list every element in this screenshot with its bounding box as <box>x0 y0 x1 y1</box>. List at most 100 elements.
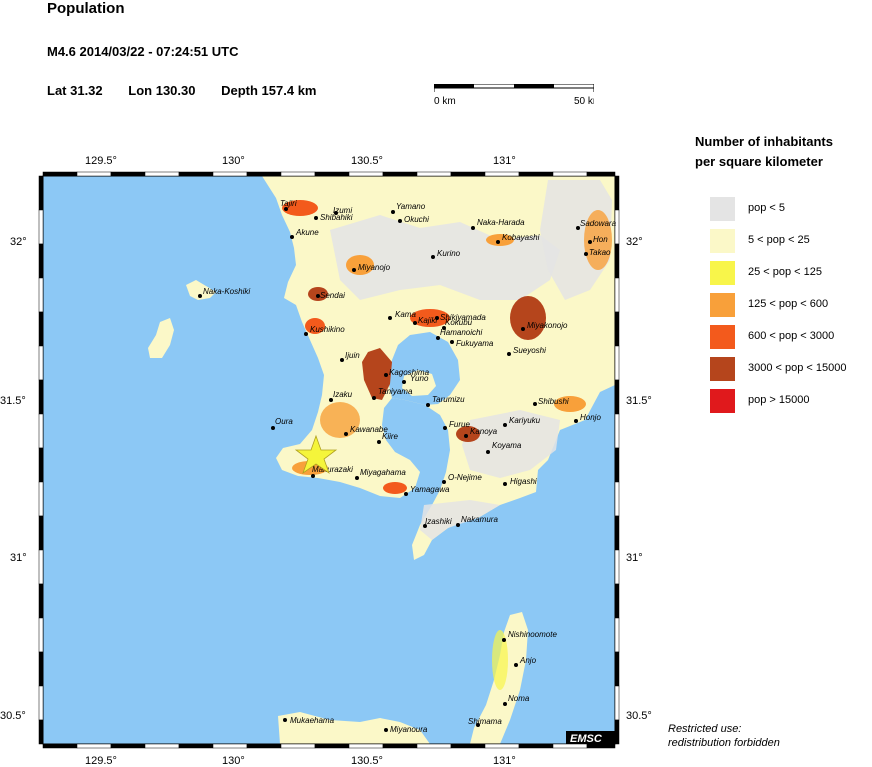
city-label: Izaku <box>333 390 353 399</box>
east-coast-density <box>584 210 612 270</box>
city-marker: Kawanabe <box>344 425 388 436</box>
frame-tick <box>76 171 112 177</box>
lon-tick-label: 130° <box>222 755 245 767</box>
city-marker: Kariyuku <box>503 416 541 427</box>
city-label: Kariyuku <box>509 416 541 425</box>
frame-tick <box>484 171 520 177</box>
longitude-text: Lon 130.30 <box>128 83 196 98</box>
frame-tick <box>614 175 620 211</box>
city-label: Yuno <box>410 374 429 383</box>
city-label: Akune <box>295 228 319 237</box>
city-marker: Honjo <box>574 413 601 423</box>
map-title: Population <box>47 0 125 17</box>
city-marker: Naka-Harada <box>471 218 525 230</box>
city-label: Sendai <box>320 291 345 300</box>
frame-tick <box>38 549 44 585</box>
city-marker: Nishinoomote <box>502 630 557 642</box>
lat-tick-label: 31° <box>626 552 643 564</box>
frame-tick <box>38 175 44 211</box>
restricted-line2: redistribution forbidden <box>668 737 780 749</box>
city-marker: Noma <box>503 694 530 706</box>
city-label: Mukaehama <box>290 716 335 725</box>
city-marker: Higashi <box>503 477 537 486</box>
city-marker: Kushikino <box>304 325 345 336</box>
city-marker: Kama <box>388 310 416 320</box>
legend-label: 25 < pop < 125 <box>748 266 823 278</box>
frame-tick <box>382 171 418 177</box>
kagoshima-city-density <box>362 348 392 400</box>
kushikino-density <box>305 318 325 334</box>
city-markers: Tajiri Izumi Shibahiki Yamano Okuchi Nak… <box>198 199 617 734</box>
city-marker: Sueyoshi <box>507 346 546 356</box>
frame-tick <box>614 345 620 381</box>
city-marker: Tarumizu <box>426 395 465 407</box>
city-marker: Izaku <box>329 390 353 402</box>
frame-tick <box>416 743 452 749</box>
ibusuki-density <box>383 482 407 494</box>
frame-tick <box>484 743 520 749</box>
city-label: Kawanabe <box>350 425 388 434</box>
frame-tick <box>38 277 44 313</box>
lat-tick-label: 30.5° <box>626 710 652 722</box>
city-label: Kurino <box>437 249 461 258</box>
frame-tick <box>382 743 418 749</box>
city-label: Kagoshima <box>389 368 430 377</box>
city-label: Taniyama <box>378 387 413 396</box>
frame-tick <box>614 719 620 745</box>
city-marker: Oura <box>271 417 293 430</box>
frame-tick <box>348 171 384 177</box>
frame-tick <box>38 583 44 619</box>
frame-tick <box>38 719 44 745</box>
map-frame-ticks <box>38 171 620 749</box>
frame-tick <box>38 209 44 245</box>
lon-tick-label: 130.5° <box>351 755 383 767</box>
scale-right-label: 50 km <box>574 96 594 107</box>
frame-tick <box>246 171 282 177</box>
legend-swatch <box>710 293 735 317</box>
city-label: Naka-Koshiki <box>203 287 250 296</box>
city-label: Shibushi <box>538 397 569 406</box>
lat-tick-label: 32° <box>626 236 643 248</box>
lat-tick-label: 32° <box>10 236 27 248</box>
city-marker: Sendai <box>316 291 345 300</box>
legend-swatch <box>710 229 735 253</box>
city-marker: Shimama <box>468 717 502 727</box>
frame-tick <box>614 651 620 687</box>
frame-tick <box>38 413 44 449</box>
city-marker: Kagoshima <box>384 368 430 377</box>
frame-tick <box>518 743 554 749</box>
kobayashi-density <box>486 234 514 246</box>
city-marker: Koyama <box>486 441 522 454</box>
city-marker: Miyanojo <box>352 263 391 272</box>
lon-tick-label: 129.5° <box>85 155 117 167</box>
kokubu-density <box>410 309 450 327</box>
legend-label: 125 < pop < 600 <box>748 298 829 310</box>
frame-tick <box>450 171 486 177</box>
emsc-credit: EMSC <box>570 733 603 745</box>
yakushima-island <box>278 712 430 744</box>
land-areas <box>148 176 615 744</box>
restricted-line1: Restricted use: <box>668 723 742 735</box>
depth-text: Depth 157.4 km <box>221 83 317 98</box>
legend-label: pop > 15000 <box>748 394 810 406</box>
frame-tick <box>110 743 146 749</box>
frame-tick <box>614 379 620 415</box>
city-label: Naka-Harada <box>477 218 525 227</box>
frame-tick <box>246 743 282 749</box>
city-label: Miyagahama <box>360 468 406 477</box>
lat-tick-label: 31.5° <box>0 395 26 407</box>
city-label: Nishinoomote <box>508 630 557 639</box>
city-label: Izashiki <box>425 517 452 526</box>
frame-tick <box>280 171 316 177</box>
sparse-zone <box>420 500 500 540</box>
legend-item: pop > 15000 <box>710 389 870 413</box>
legend-item: 25 < pop < 125 <box>710 261 870 285</box>
city-marker: Shibahiki <box>314 213 353 222</box>
city-label: Izumi <box>333 206 352 215</box>
city-label: Miyanoura <box>390 725 428 734</box>
city-label: Koyama <box>492 441 522 450</box>
frame-tick <box>38 617 44 653</box>
city-label: Noma <box>508 694 530 703</box>
shibushi-density <box>554 396 586 412</box>
city-marker: Yamano <box>391 202 426 214</box>
